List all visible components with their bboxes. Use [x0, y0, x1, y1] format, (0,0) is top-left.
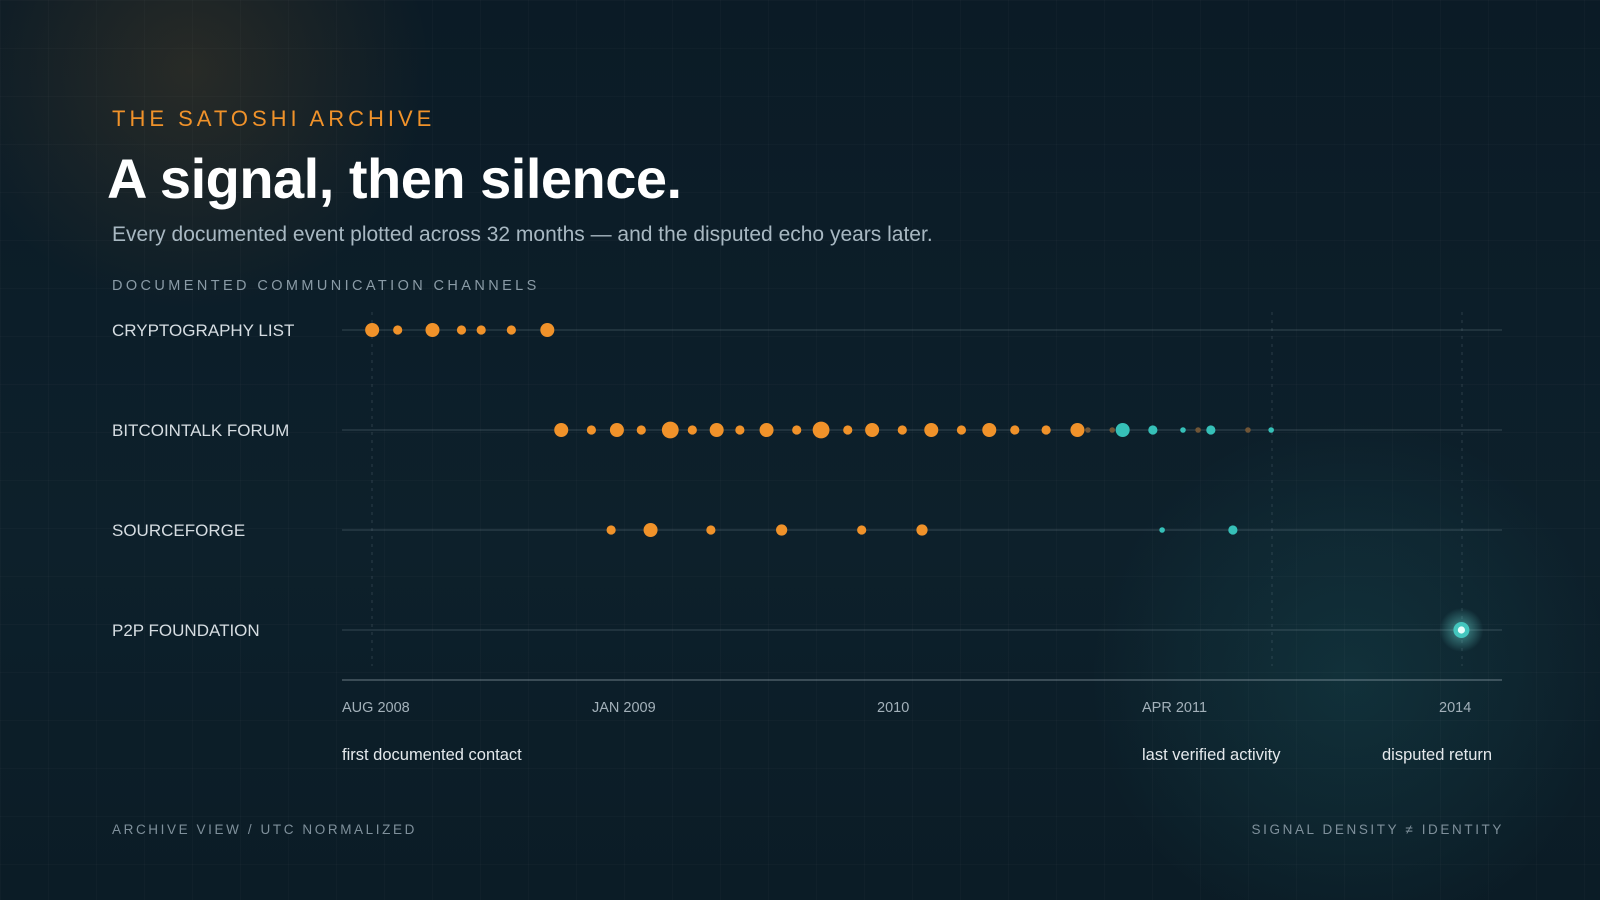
event-point-1-5 — [687, 425, 697, 435]
event-point-1-26 — [1206, 425, 1216, 435]
event-point-1-25 — [1195, 427, 1201, 433]
event-point-2-7 — [1228, 525, 1238, 535]
time-axis: AUG 2008 JAN 2009 2010 APR 2011 2014 — [342, 679, 1502, 716]
event-point-2-3 — [776, 524, 788, 536]
event-point-0-3 — [456, 325, 467, 335]
event-point-1-8 — [759, 423, 774, 437]
event-point-1-11 — [843, 425, 853, 435]
event-point-0-0 — [365, 323, 380, 337]
page-subtitle: Every documented event plotted across 32… — [112, 223, 933, 246]
event-point-1-9 — [792, 425, 802, 435]
event-point-1-21 — [1109, 427, 1116, 433]
event-point-1-22 — [1115, 423, 1130, 437]
event-point-0-1 — [393, 325, 403, 335]
disputed-core — [1457, 626, 1465, 634]
annotation-2: disputed return — [1382, 746, 1492, 764]
event-point-1-15 — [956, 425, 967, 435]
event-points — [365, 323, 1484, 652]
lane-label-2: SOURCEFORGE — [112, 521, 245, 540]
event-point-0-4 — [476, 325, 486, 335]
event-point-1-0 — [554, 423, 569, 437]
event-point-1-10 — [812, 421, 830, 439]
event-point-1-17 — [1010, 425, 1020, 435]
event-point-1-14 — [924, 423, 939, 437]
event-point-1-23 — [1148, 425, 1158, 435]
event-point-1-12 — [865, 423, 880, 437]
event-point-1-27 — [1245, 427, 1251, 433]
lane-label-3: P2P FOUNDATION — [112, 621, 260, 640]
tick-label-4: 2014 — [1439, 700, 1471, 716]
channel-lanes: CRYPTOGRAPHY LIST BITCOINTALK FORUM SOURCE… — [112, 321, 1502, 640]
guide-lines — [371, 312, 1463, 666]
footer-density-note: SIGNAL DENSITY ≠ IDENTITY — [1251, 822, 1504, 837]
event-point-1-3 — [636, 425, 646, 435]
annotation-1: last verified activity — [1142, 746, 1281, 764]
event-point-1-20 — [1085, 427, 1091, 433]
event-point-1-1 — [586, 425, 597, 435]
event-point-2-6 — [1159, 527, 1165, 533]
event-point-1-6 — [709, 423, 724, 437]
event-point-2-0 — [606, 525, 616, 535]
event-point-2-5 — [916, 524, 928, 536]
lane-label-0: CRYPTOGRAPHY LIST — [112, 321, 294, 340]
event-point-1-28 — [1268, 427, 1274, 433]
event-point-2-4 — [857, 525, 867, 535]
event-point-1-16 — [982, 423, 997, 437]
page-title: A signal, then silence. — [107, 147, 682, 210]
axis-annotations: first documented contact last verified ac… — [342, 746, 1492, 764]
archive-eyebrow: THE SATOSHI ARCHIVE — [112, 106, 436, 131]
lane-label-1: BITCOINTALK FORUM — [112, 421, 289, 440]
event-point-1-7 — [735, 425, 745, 435]
annotation-0: first documented contact — [342, 746, 522, 764]
footer-view-note: ARCHIVE VIEW / UTC NORMALIZED — [112, 822, 417, 837]
event-point-0-5 — [506, 325, 516, 335]
event-point-1-4 — [661, 421, 679, 439]
event-point-1-13 — [897, 425, 907, 435]
section-label: DOCUMENTED COMMUNICATION CHANNELS — [112, 278, 540, 294]
event-point-0-6 — [540, 323, 555, 337]
event-point-1-19 — [1070, 423, 1085, 437]
event-point-2-2 — [706, 525, 716, 535]
event-point-1-18 — [1041, 425, 1051, 435]
event-point-2-1 — [643, 523, 658, 537]
tick-label-0: AUG 2008 — [342, 700, 410, 716]
event-point-0-2 — [425, 323, 440, 337]
event-point-1-2 — [609, 423, 624, 437]
tick-label-2: 2010 — [877, 700, 909, 716]
event-point-1-24 — [1180, 427, 1186, 433]
tick-label-1: JAN 2009 — [592, 700, 656, 716]
tick-label-3: APR 2011 — [1142, 700, 1207, 716]
